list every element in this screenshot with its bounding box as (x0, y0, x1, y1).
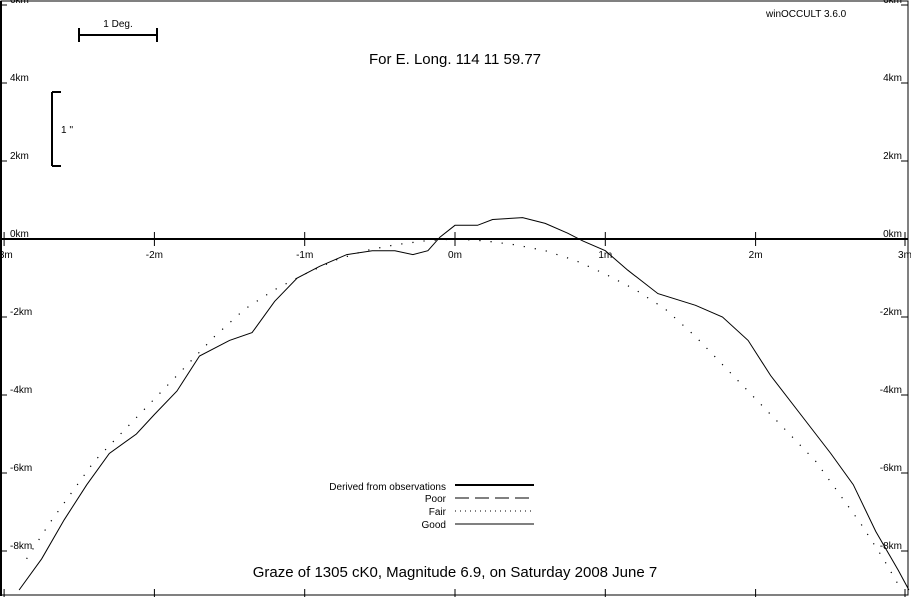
x-tick-label: 0m (448, 250, 462, 261)
y-tick-label-right: 2km (883, 151, 902, 162)
series-good-line (18, 217, 910, 591)
software-label: winOCCULT 3.6.0 (765, 9, 847, 20)
y-tick-label-left: -4km (10, 385, 32, 396)
x-tick-label: -2m (146, 250, 163, 261)
legend-label-poor: Poor (425, 494, 447, 505)
x-tick-label: 1m (598, 250, 612, 261)
y-tick-label-left: 6km (10, 0, 29, 6)
legend-label-fair: Fair (429, 507, 447, 518)
legend-label-derived: Derived from observations (329, 482, 446, 493)
y-tick-label-right: -4km (880, 385, 902, 396)
legend: Derived from observations Poor Fair Good (329, 482, 534, 531)
longitude-heading: For E. Long. 114 11 59.77 (369, 51, 541, 68)
degree-scale-label: 1 Deg. (103, 19, 132, 30)
y-tick-label-right: 4km (883, 73, 902, 84)
arcsec-scale-bar (51, 91, 61, 167)
legend-label-good: Good (422, 520, 446, 531)
y-tick-label-left: 4km (10, 73, 29, 84)
y-tick-label-left: -6km (10, 463, 32, 474)
y-tick-label-right: -6km (880, 463, 902, 474)
y-tick-label-right: 6km (883, 0, 902, 6)
y-tick-label-left: 2km (10, 151, 29, 162)
y-tick-label-right: 0km (883, 229, 902, 240)
series-fair-line (26, 238, 902, 591)
x-tick-label: -1m (296, 250, 313, 261)
graze-footer: Graze of 1305 cK0, Magnitude 6.9, on Sat… (253, 564, 657, 581)
y-tick-label-left: -8km (10, 541, 32, 552)
y-tick-label-left: -2km (10, 307, 32, 318)
y-tick-label-right: -8km (880, 541, 902, 552)
x-tick-label: 3m (898, 250, 911, 261)
arcsec-scale-label: 1 '' (61, 125, 73, 136)
degree-scale-bar (78, 28, 158, 42)
y-tick-label-right: -2km (880, 307, 902, 318)
x-tick-label: 2m (749, 250, 763, 261)
x-tick-label: -3m (0, 250, 13, 261)
y-tick-label-left: 0km (10, 229, 29, 240)
